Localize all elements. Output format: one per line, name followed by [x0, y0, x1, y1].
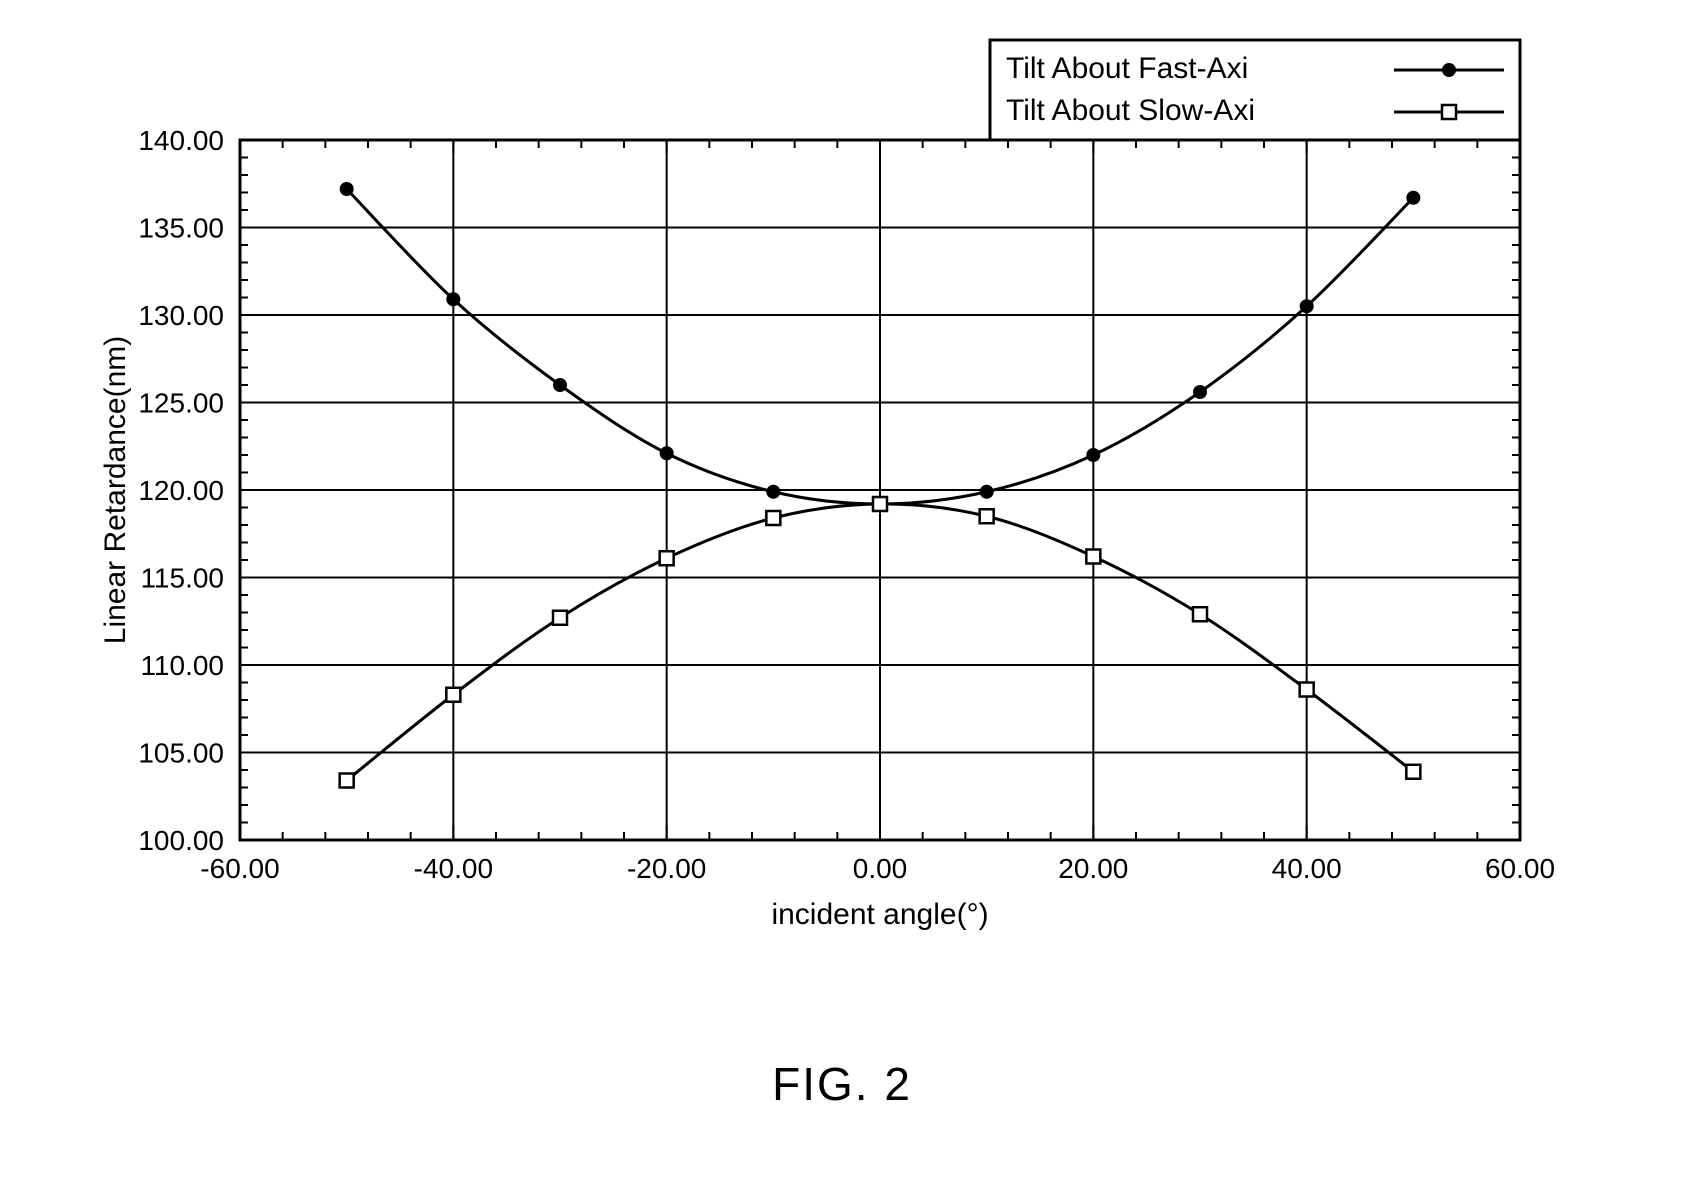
marker-circle-icon	[1087, 449, 1099, 461]
marker-circle-icon	[767, 486, 779, 498]
marker-square-icon	[553, 611, 567, 625]
xtick-label: -60.00	[200, 853, 279, 884]
ytick-label: 125.00	[138, 388, 224, 419]
marker-square-icon	[1406, 765, 1420, 779]
marker-square-icon	[1086, 550, 1100, 564]
figure-label: FIG. 2	[772, 1058, 912, 1110]
marker-circle-icon	[447, 293, 459, 305]
marker-square-icon	[1193, 607, 1207, 621]
retardance-chart: -60.00 -40.00 -20.00 0.00 20.00 40.00 60.00 100…	[0, 0, 1684, 1188]
marker-circle-icon	[341, 183, 353, 195]
xtick-label: 0.00	[853, 853, 908, 884]
xtick-label: 40.00	[1272, 853, 1342, 884]
legend-label: Tilt About Slow-Axi	[1006, 94, 1255, 127]
xtick-label: -20.00	[627, 853, 706, 884]
y-axis-label: Linear Retardance(nm)	[99, 336, 132, 644]
legend-label: Tilt About Fast-Axi	[1006, 52, 1248, 85]
xtick-label: 20.00	[1058, 853, 1128, 884]
ytick-label: 120.00	[138, 475, 224, 506]
marker-square-icon	[873, 497, 887, 511]
marker-square-icon	[1442, 105, 1456, 119]
ytick-label: 110.00	[140, 650, 224, 681]
marker-circle-icon	[981, 486, 993, 498]
marker-circle-icon	[554, 379, 566, 391]
marker-square-icon	[660, 551, 674, 565]
chart-container: { "figure_label": "FIG. 2", "figure_labe…	[0, 0, 1684, 1188]
marker-square-icon	[446, 688, 460, 702]
ytick-label: 135.00	[138, 213, 224, 244]
legend: Tilt About Fast-Axi Tilt About Slow-Axi	[990, 40, 1520, 140]
marker-circle-icon	[1301, 300, 1313, 312]
chart-bg	[0, 0, 1684, 1188]
ytick-label: 105.00	[138, 738, 224, 769]
xtick-label: 60.00	[1485, 853, 1555, 884]
marker-circle-icon	[661, 447, 673, 459]
ytick-label: 140.00	[138, 125, 224, 156]
x-axis-label: incident angle(°)	[771, 898, 988, 931]
marker-square-icon	[766, 511, 780, 525]
marker-square-icon	[340, 774, 354, 788]
ytick-label: 100.00	[138, 825, 224, 856]
marker-square-icon	[980, 509, 994, 523]
marker-square-icon	[1300, 683, 1314, 697]
ytick-label: 115.00	[140, 563, 224, 594]
marker-circle-icon	[1407, 192, 1419, 204]
xtick-label: -40.00	[414, 853, 493, 884]
marker-circle-icon	[1443, 64, 1455, 76]
marker-circle-icon	[1194, 386, 1206, 398]
ytick-label: 130.00	[138, 300, 224, 331]
